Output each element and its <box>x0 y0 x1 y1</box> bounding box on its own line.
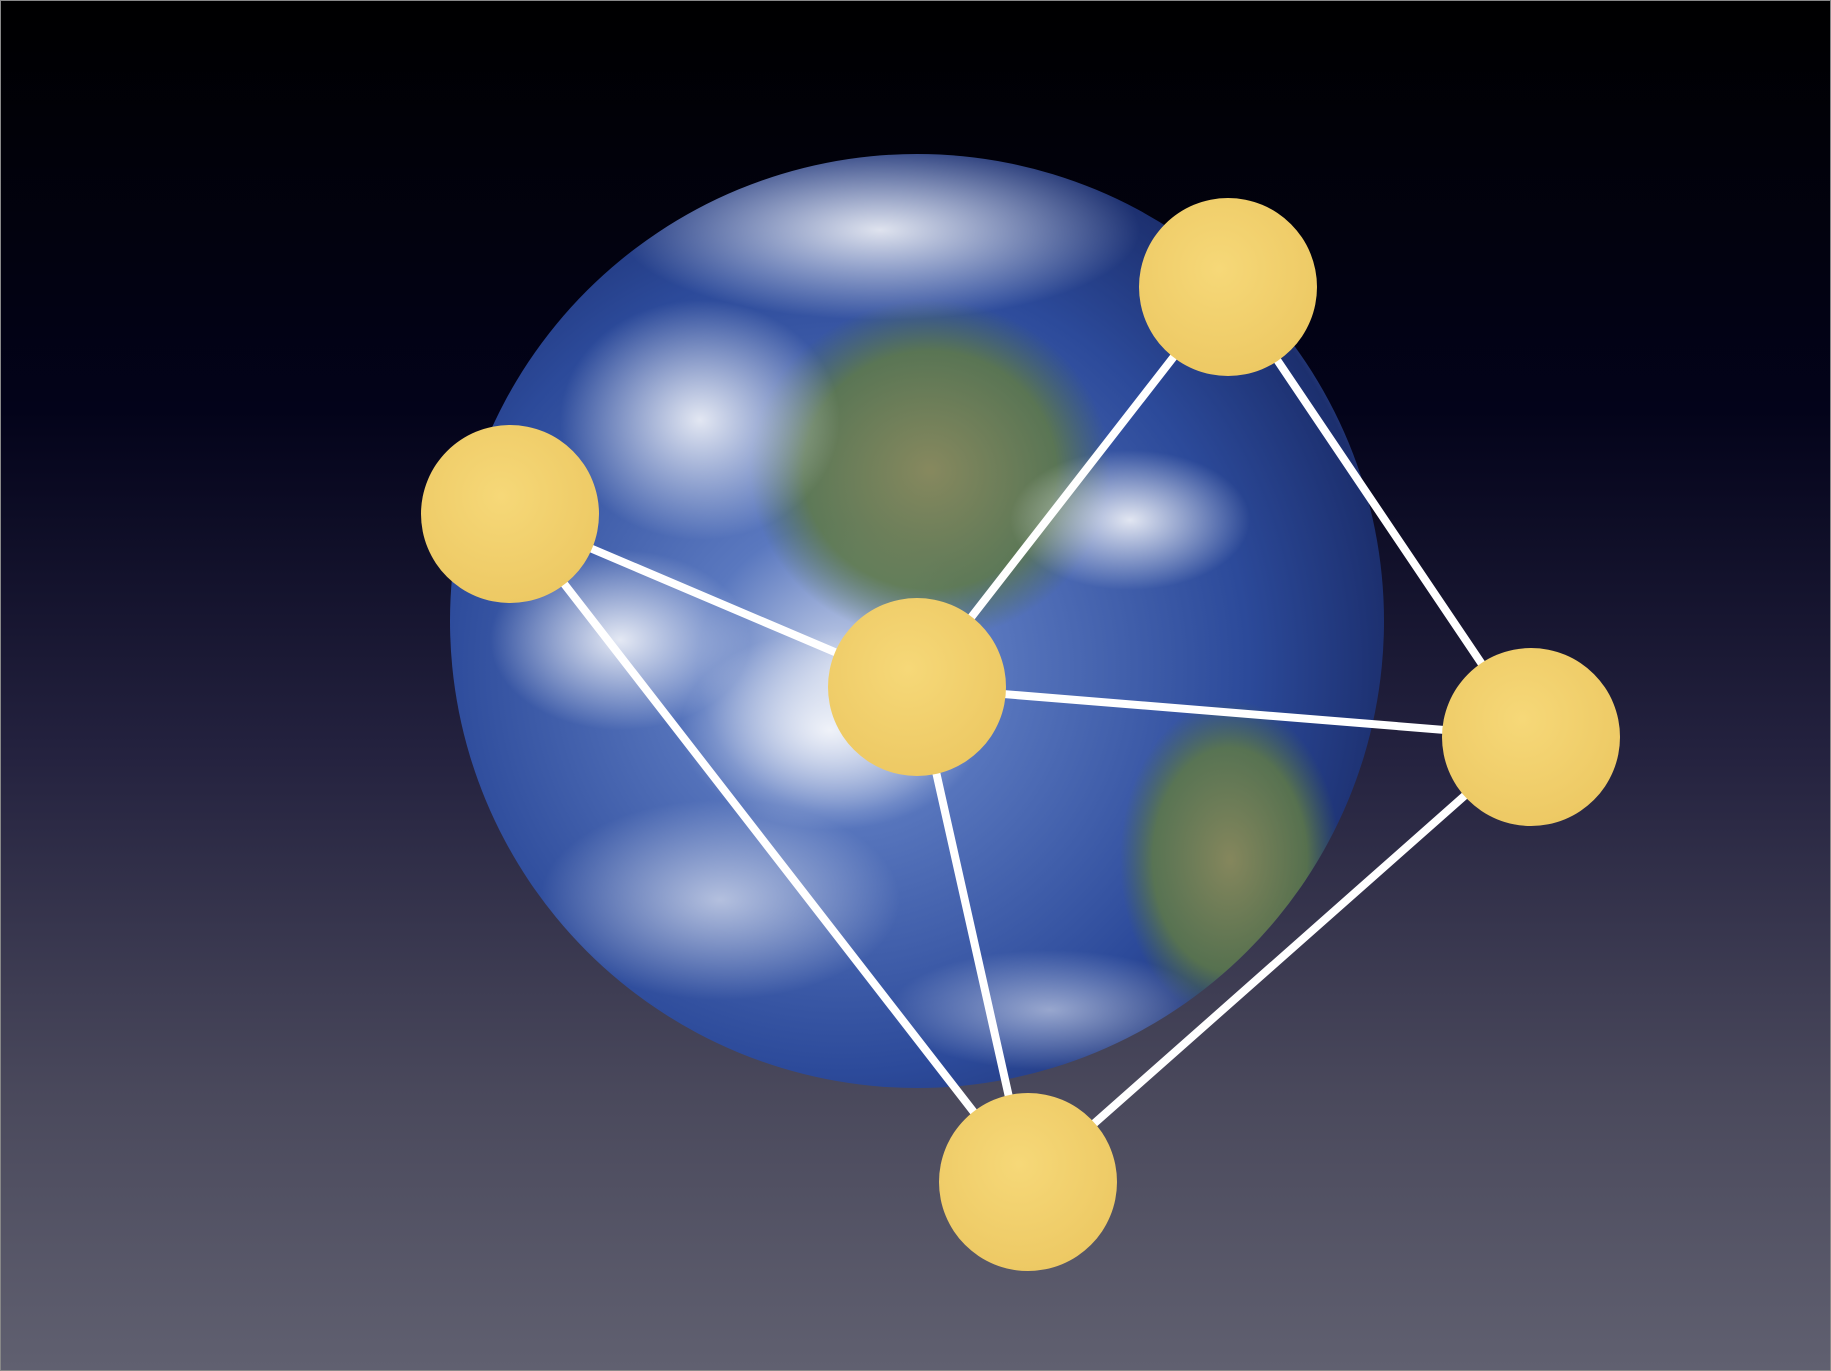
node <box>1139 198 1317 376</box>
node <box>828 598 1006 776</box>
node <box>421 425 599 603</box>
node <box>1442 648 1620 826</box>
cloud <box>560 300 840 540</box>
network-slide <box>0 0 1831 1371</box>
node <box>939 1093 1117 1271</box>
